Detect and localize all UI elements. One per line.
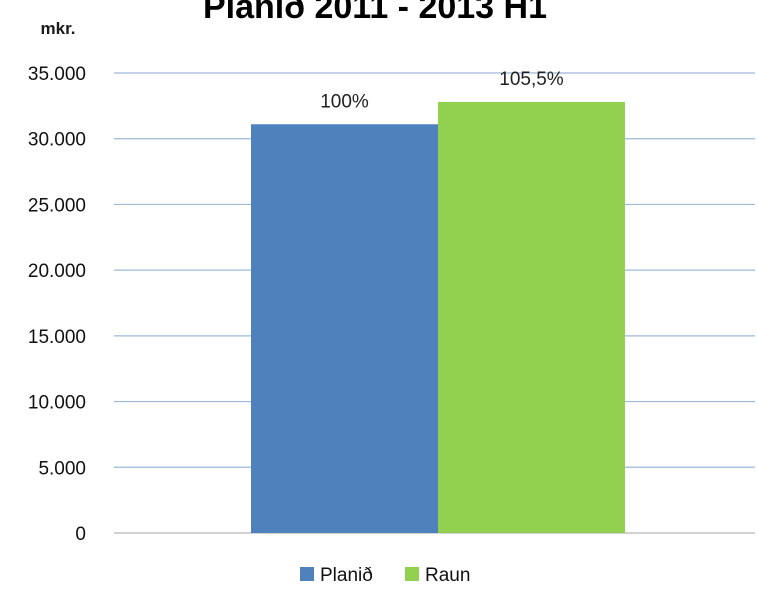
- y-axis-unit-label: mkr.: [41, 19, 76, 38]
- legend-swatch: [300, 567, 314, 581]
- legend-label: Planið: [320, 565, 373, 586]
- legend: Planið Raun: [300, 565, 470, 586]
- legend-swatch: [405, 567, 419, 581]
- y-axis-ticks: 0 5.000 10.000 15.000 20.000 25.000 30.000 35.0…: [28, 64, 86, 545]
- data-label: 105,5%: [499, 69, 564, 90]
- y-tick-label: 10.000: [28, 393, 86, 414]
- chart-title: Planið 2011 - 2013 H1: [203, 0, 547, 26]
- y-tick-label: 0: [75, 524, 86, 545]
- bar-plani-: [251, 124, 438, 533]
- y-tick-label: 5.000: [38, 458, 86, 479]
- y-tick-label: 25.000: [28, 195, 86, 216]
- y-tick-label: 35.000: [28, 64, 86, 85]
- y-tick-label: 15.000: [28, 327, 86, 348]
- data-labels: 100% 105,5%: [320, 69, 564, 112]
- legend-label: Raun: [425, 565, 470, 586]
- bar-raun: [438, 101, 625, 534]
- y-tick-label: 30.000: [28, 130, 86, 151]
- y-tick-label: 20.000: [28, 261, 86, 282]
- data-label: 100%: [320, 91, 369, 112]
- bars: [251, 101, 625, 534]
